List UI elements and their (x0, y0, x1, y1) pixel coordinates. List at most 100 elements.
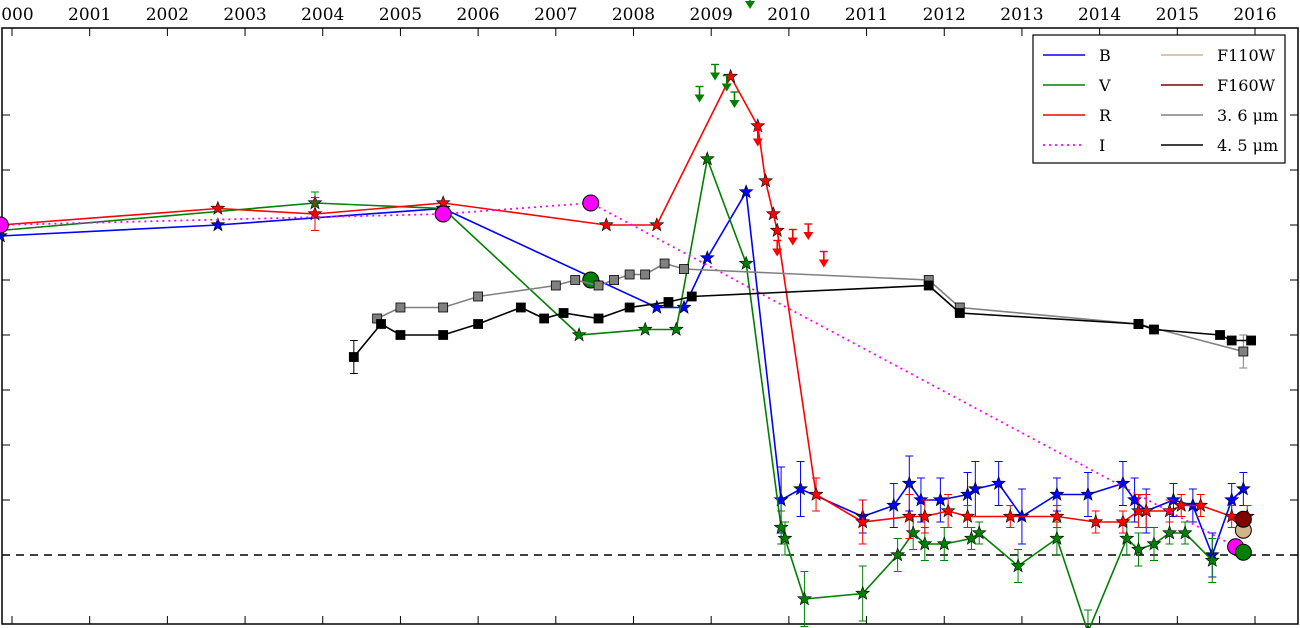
point-1-12 (890, 547, 906, 562)
point-1-19 (1049, 530, 1065, 545)
point-10-17 (1226, 335, 1237, 346)
point-10-1 (376, 319, 386, 329)
x-tick-label-2008: 2008 (612, 5, 655, 25)
x-tick-label-2007: 2007 (534, 5, 577, 25)
point-1-13 (905, 525, 921, 540)
point-1-7 (738, 255, 754, 270)
series-line-1 (0, 155, 1213, 628)
point-5-1 (434, 205, 452, 223)
x-tick-label-2005: 2005 (379, 5, 422, 25)
point-0-13 (932, 492, 948, 507)
point-1-15 (936, 536, 952, 551)
point-0-1 (210, 217, 226, 232)
point-4-4-head (745, 1, 756, 9)
series-v (0, 151, 1220, 628)
point-3-0-head (752, 138, 763, 147)
x-tick-label-2000: 2000 (0, 5, 34, 25)
x-tick-label-2013: 2013 (1000, 5, 1043, 25)
point-1-26 (1204, 552, 1220, 567)
series-v-upper-limits (694, 0, 756, 108)
series-i (0, 194, 1245, 556)
point-8-1 (1234, 543, 1252, 561)
point-3-4-head (818, 259, 829, 268)
point-4-3-head (729, 100, 740, 108)
axis-ticks (2, 28, 1298, 624)
point-9-15 (1238, 346, 1249, 357)
x-tick-label-2009: 2009 (690, 5, 733, 25)
point-0-26 (1224, 492, 1240, 507)
legend-label-1: F110W (1217, 46, 1276, 65)
legend-label-6: I (1099, 136, 1105, 155)
point-0-16 (991, 475, 1007, 490)
point-9-2 (438, 302, 449, 313)
point-1-24 (1162, 525, 1178, 540)
point-2-15 (940, 503, 956, 518)
point-0-27 (1235, 481, 1251, 496)
series-line-9 (376, 262, 1244, 353)
point-10-8 (593, 313, 604, 324)
x-tick-labels: 2000 2001 2002 2003 2004 2005 2006 2007 2008 2009… (0, 5, 1277, 25)
legend-label-4: R (1099, 106, 1112, 125)
point-5-2 (582, 194, 600, 212)
point-2-23 (1162, 503, 1178, 518)
legend: B F110W V F160W R 3. 6 μm I 4. 5 μm (1032, 34, 1286, 164)
point-10-5 (515, 302, 526, 313)
point-1-18 (1010, 558, 1026, 573)
point-2-2 (307, 206, 323, 221)
point-10-13 (954, 308, 965, 318)
point-2-5 (649, 217, 665, 232)
point-1-23 (1146, 536, 1162, 551)
x-tick-label-2003: 2003 (223, 5, 266, 25)
point-9-1 (395, 302, 406, 313)
point-2-17 (1002, 508, 1018, 523)
point-0-19 (1080, 486, 1096, 501)
point-1-8 (773, 519, 789, 534)
point-10-3 (438, 330, 449, 340)
point-0-7 (773, 492, 789, 507)
point-9-7 (609, 275, 619, 285)
point-9-5 (570, 275, 581, 285)
point-0-23 (1165, 492, 1181, 507)
series-f160w (1234, 510, 1252, 528)
point-1-4 (637, 321, 653, 336)
x-tick-label-2002: 2002 (146, 5, 189, 25)
legend-label-7: 4. 5 μm (1217, 136, 1278, 155)
point-9-8 (624, 269, 635, 280)
point-2-14 (917, 508, 933, 523)
legend-label-2: V (1098, 76, 1111, 95)
point-0-20 (1115, 475, 1131, 490)
point-0-15 (967, 481, 983, 496)
point-10-11 (686, 291, 697, 302)
series-r-upper-limits (752, 129, 829, 268)
point-2-20 (1115, 514, 1131, 529)
point-0-21 (1127, 492, 1143, 507)
point-2-11 (808, 486, 824, 501)
point-0-3 (649, 299, 665, 314)
point-2-13 (901, 508, 917, 523)
point-10-6 (539, 313, 550, 324)
point-4-1-head (710, 72, 721, 81)
point-2-16 (960, 508, 976, 523)
point-9-3 (473, 291, 484, 302)
x-tick-label-2012: 2012 (923, 5, 966, 25)
point-1-5 (668, 321, 684, 336)
point-2-12 (855, 514, 871, 529)
legend-label-3: F160W (1217, 76, 1276, 95)
series-layer (0, 0, 1257, 628)
point-9-11 (679, 264, 689, 274)
point-10-4 (473, 319, 484, 329)
point-1-14 (917, 536, 933, 551)
point-2-8 (758, 173, 774, 188)
point-1-20 (1086, 624, 1090, 628)
point-9-9 (640, 269, 651, 280)
point-10-16 (1215, 330, 1225, 340)
point-2-22 (1138, 503, 1154, 518)
x-tick-label-2006: 2006 (456, 5, 499, 25)
x-tick-label-2011: 2011 (845, 5, 888, 25)
point-2-19 (1088, 514, 1104, 529)
point-1-25 (1177, 525, 1193, 540)
point-10-7 (558, 308, 569, 318)
point-1-22 (1130, 541, 1146, 556)
series-4-5-m (348, 280, 1257, 374)
